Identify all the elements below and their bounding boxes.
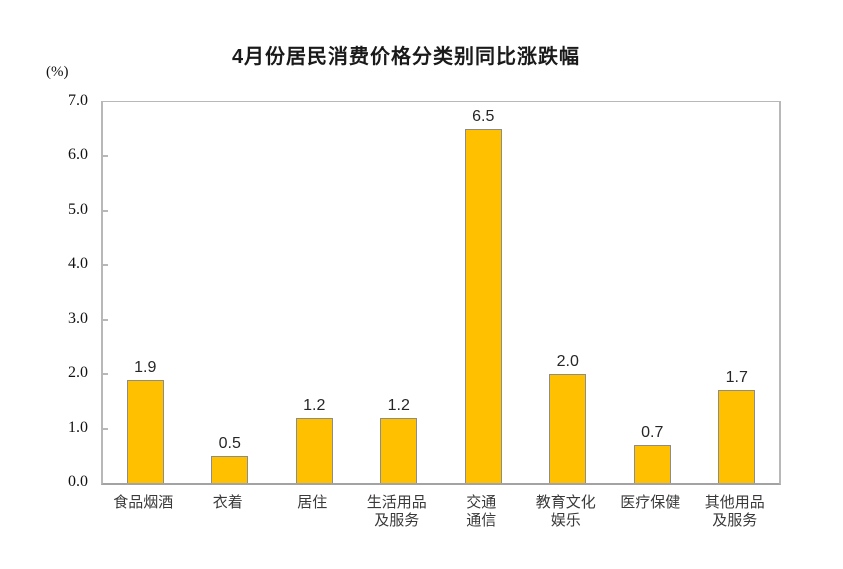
bar <box>464 129 502 483</box>
bar <box>211 455 249 483</box>
bar-value-label: 0.7 <box>641 423 664 441</box>
x-category-label: 其他用品 及服务 <box>704 494 765 529</box>
y-tick-label: 3.0 <box>68 309 88 327</box>
bar <box>380 417 418 483</box>
y-tick-label: 4.0 <box>68 255 88 273</box>
y-tick-mark <box>103 209 108 212</box>
bar <box>718 390 756 483</box>
bar-value-label: 1.2 <box>303 396 326 414</box>
bar-value-label: 0.5 <box>218 434 241 452</box>
bar-value-label: 6.5 <box>472 108 495 126</box>
y-tick-mark <box>103 318 108 321</box>
bar <box>549 374 587 483</box>
y-tick-mark <box>103 264 108 267</box>
bar <box>126 379 164 483</box>
y-tick-label: 6.0 <box>68 146 88 164</box>
x-category-label: 居住 <box>297 494 328 511</box>
y-tick-label: 2.0 <box>68 364 88 382</box>
y-tick-mark <box>103 155 108 158</box>
bar <box>633 444 671 483</box>
y-tick-label: 7.0 <box>68 92 88 109</box>
y-axis-unit-label: (%) <box>46 64 69 80</box>
x-category-label: 生活用品 及服务 <box>366 494 427 529</box>
plot-area: 1.9 0.5 1.2 1.2 6.5 2.0 0.7 1.7 <box>101 101 781 485</box>
x-category-label: 交通 通信 <box>466 494 497 529</box>
y-tick-mark <box>103 373 108 376</box>
bar <box>295 417 333 483</box>
x-category-label: 食品烟酒 <box>113 494 174 511</box>
bar-value-label: 2.0 <box>556 353 579 371</box>
bar-value-label: 1.7 <box>725 369 748 387</box>
x-category-label: 衣着 <box>212 494 243 511</box>
x-category-label: 医疗保健 <box>620 494 681 511</box>
y-tick-label: 5.0 <box>68 200 88 218</box>
y-tick-label: 0.0 <box>68 473 88 490</box>
y-tick-label: 1.0 <box>68 418 88 436</box>
chart-title: 4月份居民消费价格分类别同比涨跌幅 <box>231 46 581 68</box>
y-tick-mark <box>103 427 108 430</box>
bar-value-label: 1.9 <box>134 358 157 376</box>
x-category-label: 教育文化 娱乐 <box>535 494 596 529</box>
bar-value-label: 1.2 <box>387 396 410 414</box>
x-axis-category-labels: 食品烟酒 衣着 居住 生活用品 及服务 交通 通信 教育文化 娱乐 医疗保健 其他用品 及服务 <box>101 494 777 534</box>
